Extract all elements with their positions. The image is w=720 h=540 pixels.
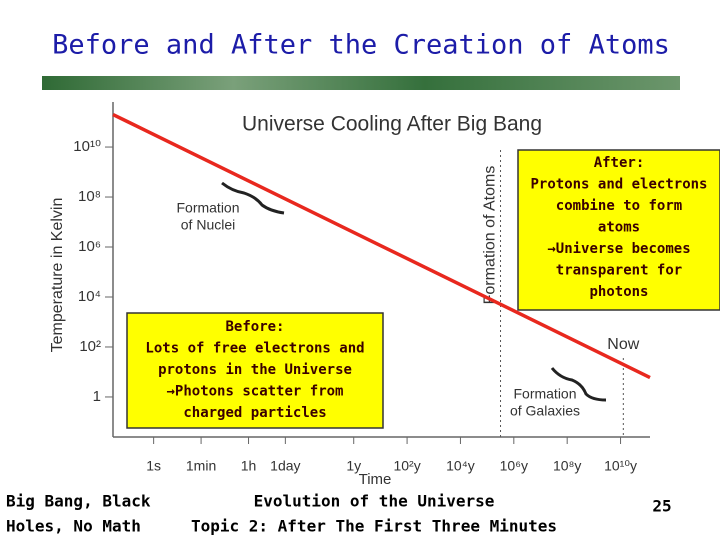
slide-texts: After: Protons and electrons combine to fo… bbox=[6, 155, 708, 536]
footer-center: Topic 2: After The First Three Minutes bbox=[191, 517, 557, 536]
x-tick-label: 10²y bbox=[393, 458, 420, 474]
footer-left: Holes, No Math bbox=[6, 517, 141, 536]
callout-before-text: charged particles bbox=[183, 405, 326, 421]
y-tick-label: 10⁴ bbox=[78, 288, 101, 305]
x-tick-label: 10⁸y bbox=[553, 458, 581, 474]
footer-left: Big Bang, Black bbox=[6, 492, 151, 511]
page-number: 25 bbox=[652, 497, 671, 516]
y-tick-label: 10⁸ bbox=[78, 188, 101, 205]
galaxies-brace bbox=[550, 367, 607, 402]
callout-after-text: transparent for bbox=[556, 263, 682, 279]
x-tick-label: 1min bbox=[186, 458, 216, 474]
title-bar bbox=[42, 76, 680, 90]
line bbox=[112, 112, 651, 380]
marker-label: Now bbox=[607, 336, 639, 353]
callout-after-text: →Universe becomes bbox=[547, 241, 690, 257]
x-axis-label: Time bbox=[359, 471, 392, 488]
annotation: of Galaxies bbox=[510, 403, 580, 419]
x-tick-label: 1h bbox=[241, 458, 257, 474]
annotation: Formation bbox=[176, 200, 239, 216]
callout-before-text: Before: bbox=[225, 319, 284, 335]
callout-after-text: combine to form bbox=[556, 198, 682, 214]
chart-title: Universe Cooling After Big Bang bbox=[242, 113, 542, 136]
y-tick-label: 10¹⁰ bbox=[73, 138, 101, 155]
callout-before-text: Lots of free electrons and bbox=[145, 341, 364, 357]
callout-after-text: After: bbox=[594, 155, 645, 171]
footer-center: Evolution of the Universe bbox=[254, 492, 495, 511]
callout-after-text: photons bbox=[589, 284, 648, 300]
callout-before-text: protons in the Universe bbox=[158, 362, 352, 378]
slide-title: Before and After the Creation of Atoms bbox=[52, 30, 670, 61]
callout-after bbox=[517, 149, 720, 311]
callout-before bbox=[126, 312, 384, 429]
nuclei-brace bbox=[221, 181, 285, 215]
callout-after-text: atoms bbox=[598, 220, 640, 236]
annotation: of Nuclei bbox=[181, 217, 235, 233]
chart: Universe Cooling After Big Bang 1 10² 10⁴ 10… bbox=[49, 102, 651, 488]
y-tick-label: 1 bbox=[93, 388, 101, 405]
marker-label: Formation of Atoms bbox=[482, 166, 499, 305]
callout-after-text: Protons and electrons bbox=[530, 177, 707, 193]
x-tick-label: 10⁶y bbox=[500, 458, 528, 474]
x-tick-label: 10¹⁰y bbox=[604, 458, 637, 474]
y-axis-label: Temperature in Kelvin bbox=[49, 198, 66, 353]
y-tick-label: 10² bbox=[79, 338, 101, 355]
callout-before-text: →Photons scatter from bbox=[166, 384, 343, 400]
x-tick-label: 1day bbox=[270, 458, 300, 474]
x-tick-label: 1s bbox=[146, 458, 161, 474]
y-tick-label: 10⁶ bbox=[78, 238, 101, 255]
x-tick-label: 10⁴y bbox=[446, 458, 475, 474]
annotation: Formation bbox=[513, 386, 576, 402]
x-tick-label: 1y bbox=[346, 458, 361, 474]
